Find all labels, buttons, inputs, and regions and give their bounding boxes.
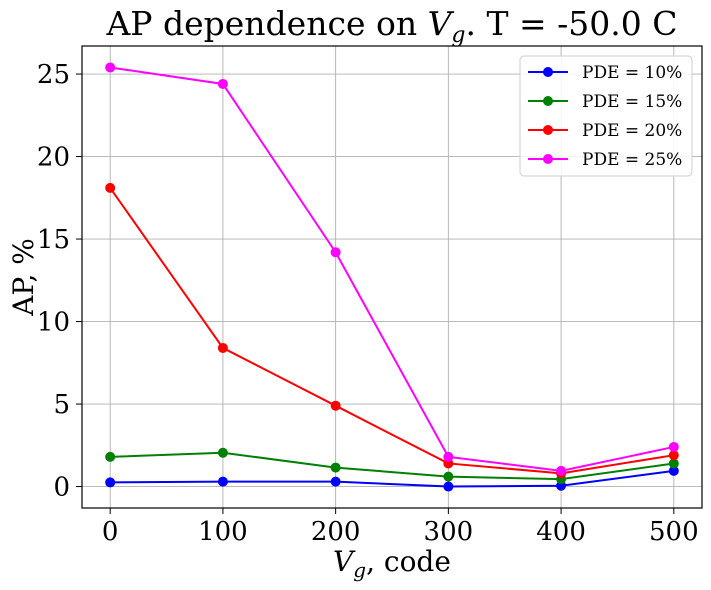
x-tick-label: 0 (102, 517, 119, 547)
legend-label: PDE = 25% (582, 150, 682, 170)
legend-marker (543, 154, 553, 164)
legend-item: PDE = 10% (528, 63, 682, 83)
data-point (217, 476, 228, 487)
series-1 (105, 465, 679, 492)
y-tick-label: 10 (37, 308, 70, 338)
data-point (330, 462, 341, 473)
data-point (217, 447, 228, 458)
data-point (330, 400, 341, 411)
data-point (668, 450, 679, 461)
data-point (668, 458, 679, 469)
data-point (330, 476, 341, 487)
series-line (110, 451, 674, 481)
x-tick-label: 500 (649, 517, 699, 547)
series-2 (105, 447, 679, 485)
series-line (110, 66, 675, 472)
legend-item: PDE = 15% (528, 92, 682, 112)
data-point (668, 441, 679, 452)
series-line (110, 469, 674, 488)
legend-marker (543, 125, 553, 135)
legend-label: PDE = 20% (582, 121, 682, 141)
data-point (443, 451, 454, 462)
x-tick-label: 300 (424, 517, 474, 547)
legend-box (519, 55, 693, 177)
data-point (217, 342, 228, 353)
x-tick-label: 200 (311, 517, 361, 547)
data-point (105, 477, 116, 488)
legend-label: PDE = 10% (582, 63, 682, 83)
legend-marker (543, 67, 553, 77)
series-3 (105, 182, 679, 479)
x-tick-label: 100 (198, 517, 248, 547)
data-point (668, 465, 679, 476)
y-axis-label: AP, % (7, 238, 40, 317)
y-tick-label: 0 (53, 473, 70, 503)
data-point (443, 471, 454, 482)
x-axis-label: Vg, code (333, 545, 451, 582)
legend-item: PDE = 20% (528, 121, 682, 141)
series-layer (105, 62, 679, 492)
data-point (330, 247, 341, 258)
series-4 (105, 62, 679, 476)
y-tick-label: 15 (37, 225, 70, 255)
legend-item: PDE = 25% (528, 150, 682, 170)
y-tick-label: 25 (37, 60, 70, 90)
data-point (105, 62, 116, 73)
chart-title: AP dependence on Vg. T = -50.0 C (105, 4, 677, 48)
x-tick-label: 400 (536, 517, 586, 547)
y-tick-label: 20 (37, 143, 70, 173)
data-point (556, 465, 567, 476)
series-line (109, 187, 674, 475)
y-tick-label: 5 (53, 390, 70, 420)
ticks: 0 100 200 300 400 500 0 5 10 15 20 25 (37, 60, 699, 547)
data-point (217, 78, 228, 89)
legend-marker (543, 96, 553, 106)
plot-frame (81, 45, 703, 509)
data-point (105, 451, 116, 462)
data-point (105, 182, 116, 193)
legend-label: PDE = 15% (582, 92, 682, 112)
legend: PDE = 10% PDE = 15% PDE = 20% PDE = 25% (519, 55, 693, 177)
data-point (443, 481, 454, 492)
